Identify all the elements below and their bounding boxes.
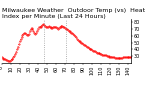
Text: Milwaukee Weather  Outdoor Temp (vs)  Heat Index per Minute (Last 24 Hours): Milwaukee Weather Outdoor Temp (vs) Heat… [2, 8, 145, 19]
